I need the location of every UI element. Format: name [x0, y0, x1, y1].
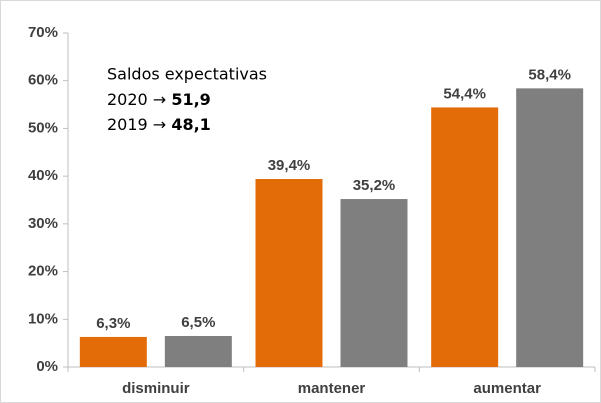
value-label: 35,2%: [353, 177, 396, 194]
value-label: 54,4%: [443, 85, 486, 102]
y-tick-label: 10%: [28, 310, 58, 327]
y-tick-label: 70%: [28, 24, 58, 41]
value-label: 6,5%: [181, 314, 215, 331]
value-label: 39,4%: [268, 157, 311, 174]
y-tick-label: 60%: [28, 72, 58, 89]
value-label: 58,4%: [528, 66, 571, 83]
y-tick-label: 20%: [28, 263, 58, 280]
y-tick-label: 0%: [36, 358, 58, 375]
y-tick-label: 30%: [28, 215, 58, 232]
x-tick-label: aumentar: [473, 380, 541, 397]
annotation-title: Saldos expectativas: [107, 65, 267, 84]
bar: [255, 179, 323, 367]
annotation-label: 2019 →: [107, 115, 166, 134]
annotation-value: 51,9: [171, 90, 210, 109]
annotation-label: 2020 →: [107, 90, 166, 109]
bar: [516, 88, 584, 367]
bar: [164, 335, 232, 367]
y-tick-label: 50%: [28, 119, 58, 136]
annotation-line: 2020 → 51,9: [107, 90, 211, 109]
value-label: 6,3%: [96, 315, 130, 332]
x-tick-label: disminuir: [122, 380, 190, 397]
bar: [79, 336, 147, 367]
bar: [431, 107, 499, 367]
bar: [340, 199, 408, 367]
annotation-line: 2019 → 48,1: [107, 115, 211, 134]
annotation-value: 48,1: [171, 115, 210, 134]
x-tick-label: mantener: [298, 380, 366, 397]
y-tick-label: 40%: [28, 167, 58, 184]
